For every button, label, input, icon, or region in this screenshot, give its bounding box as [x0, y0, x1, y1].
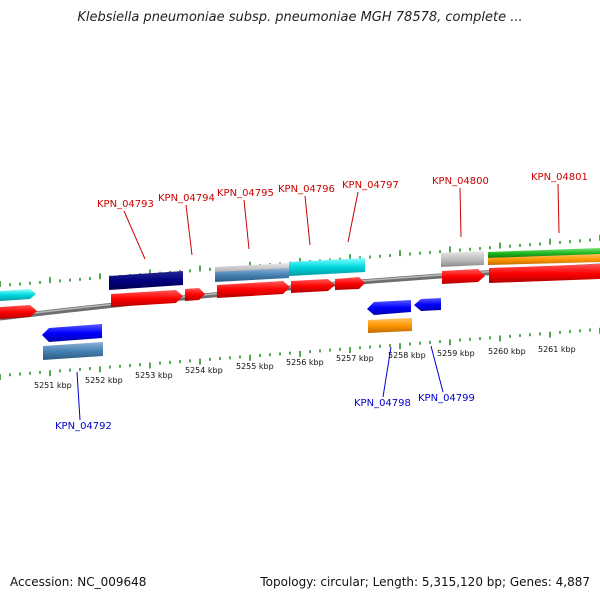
gene-feature[interactable]: [441, 251, 484, 267]
forward-strand-features: [0, 248, 600, 319]
inner-tick-ring: [0, 327, 600, 380]
label-leader-line: [185, 204, 193, 256]
gene-feature[interactable]: [335, 277, 365, 290]
scale-label: 5257 kbp: [336, 354, 374, 363]
gene-feature[interactable]: [291, 279, 335, 293]
gene-feature[interactable]: [368, 318, 412, 333]
scale-label: 5258 kbp: [388, 351, 426, 360]
gene-label-forward[interactable]: KPN_04794: [158, 193, 215, 204]
label-leader-line: [76, 371, 81, 421]
gene-label-forward[interactable]: KPN_04796: [278, 184, 335, 195]
reverse-strand-features: [42, 298, 441, 360]
gene-feature[interactable]: [217, 281, 290, 298]
scale-label: 5256 kbp: [286, 358, 324, 367]
label-leader-line: [243, 199, 250, 250]
gene-feature[interactable]: [111, 290, 183, 307]
scale-label: 5254 kbp: [185, 366, 223, 375]
scale-label: 5255 kbp: [236, 362, 274, 371]
gene-label-forward[interactable]: KPN_04793: [97, 199, 154, 210]
scale-label: 5252 kbp: [85, 376, 123, 385]
label-leader-line: [430, 345, 444, 393]
gene-feature[interactable]: [367, 300, 411, 315]
gene-feature[interactable]: [489, 264, 600, 283]
label-leader-line: [557, 183, 560, 234]
gene-label-forward[interactable]: KPN_04801: [531, 172, 588, 183]
scale-labels: 5251 kbp 5252 kbp 5253 kbp 5254 kbp 5255 kbp…: [34, 345, 576, 390]
scale-label: 5251 kbp: [34, 381, 72, 390]
label-leader-line: [347, 191, 359, 243]
gene-feature[interactable]: [42, 324, 102, 342]
scale-label: 5261 kbp: [538, 345, 576, 354]
accession-text: Accession: NC_009648: [10, 575, 147, 589]
gene-feature[interactable]: [289, 258, 365, 276]
gene-feature[interactable]: [0, 289, 36, 301]
gene-label-forward[interactable]: KPN_04795: [217, 188, 274, 199]
gene-feature[interactable]: [215, 268, 289, 282]
scale-label: 5253 kbp: [135, 371, 173, 380]
gene-feature[interactable]: [488, 254, 600, 265]
gene-feature[interactable]: [0, 305, 37, 319]
gene-labels: KPN_04793 KPN_04794 KPN_04795 KPN_04796 KPN_…: [55, 172, 588, 432]
scale-label: 5260 kbp: [488, 347, 526, 356]
label-leader-line: [123, 210, 146, 260]
gene-feature[interactable]: [109, 271, 183, 290]
gene-feature[interactable]: [442, 269, 485, 284]
label-leader-line: [459, 187, 462, 238]
genome-stats-text: Topology: circular; Length: 5,315,120 bp…: [260, 575, 590, 589]
scale-label: 5259 kbp: [437, 349, 475, 358]
label-leader-line: [304, 195, 311, 246]
gene-label-reverse[interactable]: KPN_04799: [418, 393, 475, 404]
gene-feature[interactable]: [185, 288, 205, 301]
gene-feature[interactable]: [43, 342, 103, 360]
gene-label-reverse[interactable]: KPN_04792: [55, 421, 112, 432]
gene-label-forward[interactable]: KPN_04800: [432, 176, 489, 187]
label-leader-line: [382, 346, 392, 398]
gene-feature[interactable]: [414, 298, 441, 311]
gene-label-reverse[interactable]: KPN_04798: [354, 398, 411, 409]
map-title: Klebsiella pneumoniae subsp. pneumoniae …: [77, 10, 523, 25]
gene-label-forward[interactable]: KPN_04797: [342, 180, 399, 191]
